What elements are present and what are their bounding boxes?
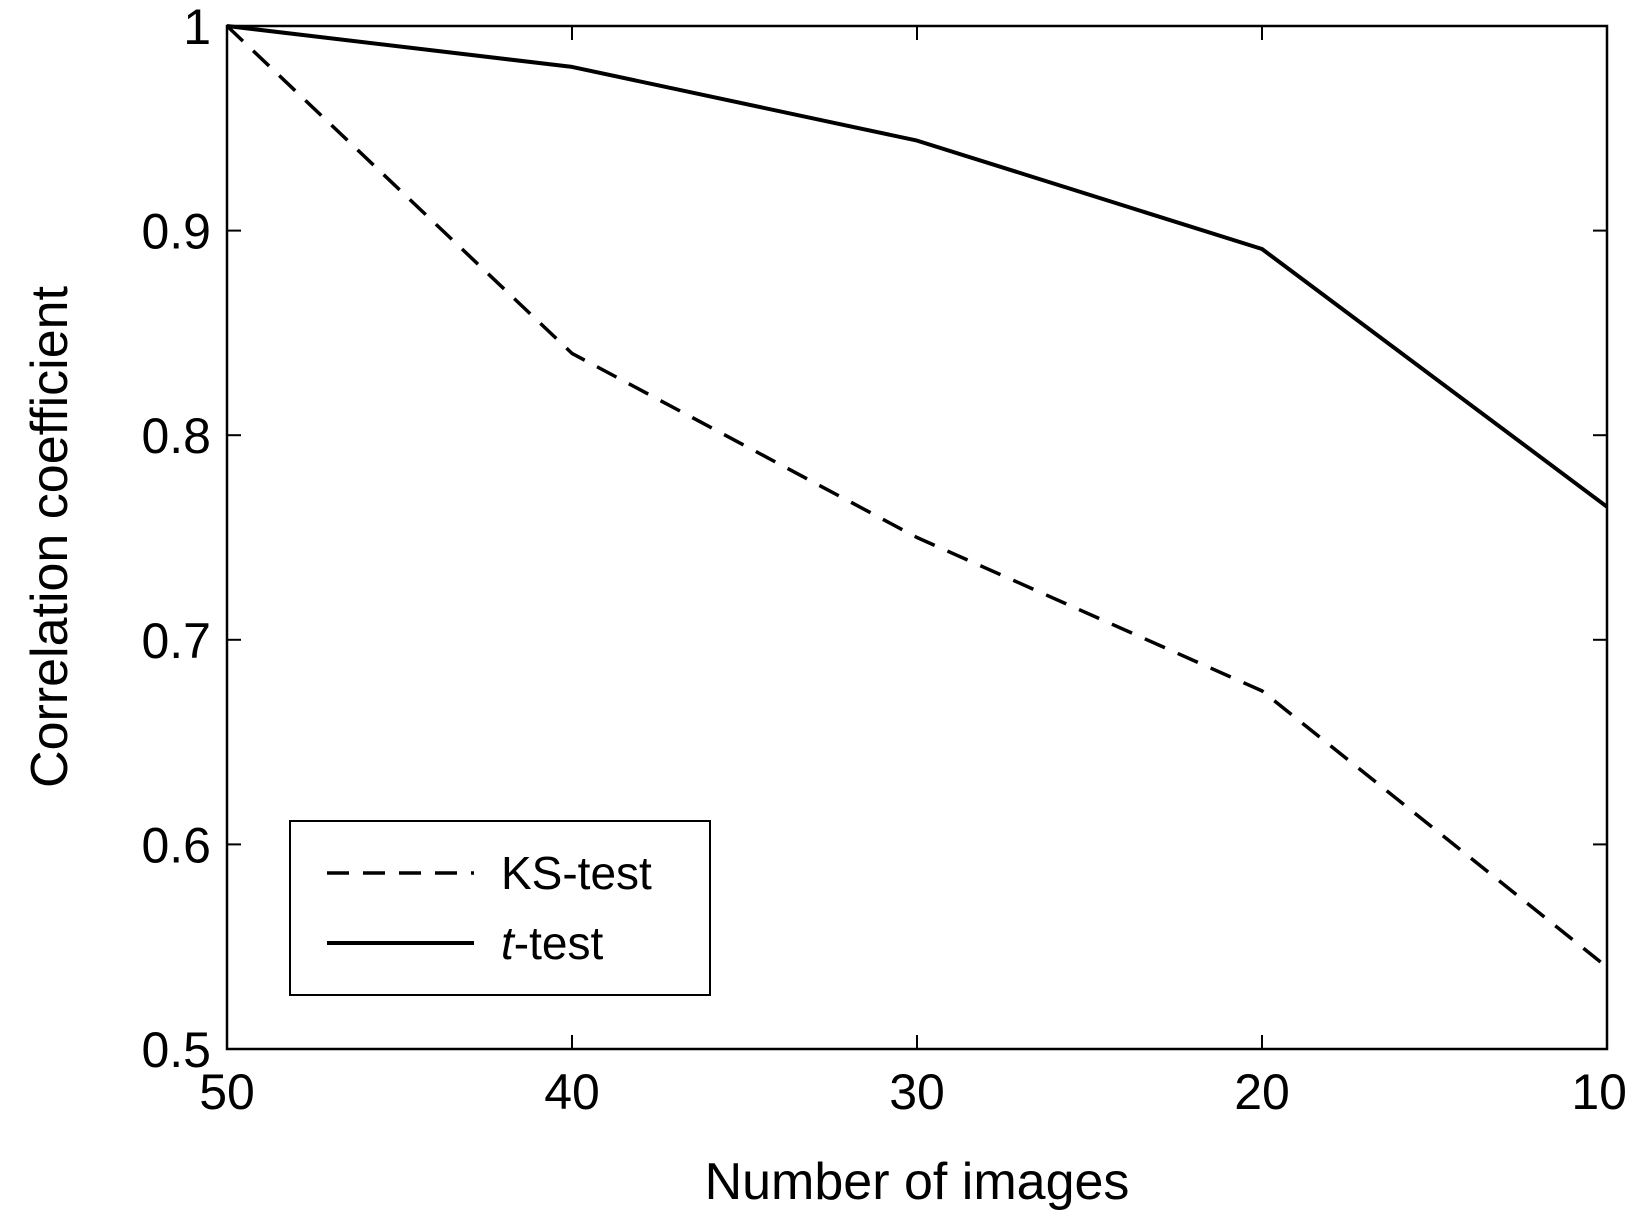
legend-label-t-test-suffix: -test	[514, 917, 604, 969]
legend-box	[289, 820, 711, 996]
x-tick-label: 50	[199, 1064, 255, 1120]
y-tick-label: 0.6	[141, 817, 211, 873]
x-axis-title: Number of images	[705, 1153, 1130, 1211]
x-tick-label: 40	[544, 1064, 600, 1120]
series-line-t-test	[226, 24, 1609, 509]
x-tick-label: 10	[1571, 1064, 1627, 1120]
y-tick-label: 0.5	[141, 1022, 211, 1078]
y-tick-label: 1	[183, 0, 211, 55]
legend-label-ks-test: KS-test	[501, 847, 652, 899]
y-tick-label: 0.9	[141, 204, 211, 260]
x-tick-label: 30	[889, 1064, 945, 1120]
y-tick-label: 0.7	[141, 613, 211, 669]
tick-layer: 50 40 30 20 10 0.5 0.6 0.7 0.8 0.9 1	[141, 0, 1627, 1120]
x-tick-label: 20	[1234, 1064, 1290, 1120]
legend-label-t-test: t-test	[501, 917, 603, 969]
y-tick-label: 0.8	[141, 408, 211, 464]
legend-label-t-test-italic: t	[501, 917, 516, 969]
y-axis-title: Correlation coefficient	[21, 285, 79, 788]
legend: KS-test t-test	[289, 820, 711, 996]
